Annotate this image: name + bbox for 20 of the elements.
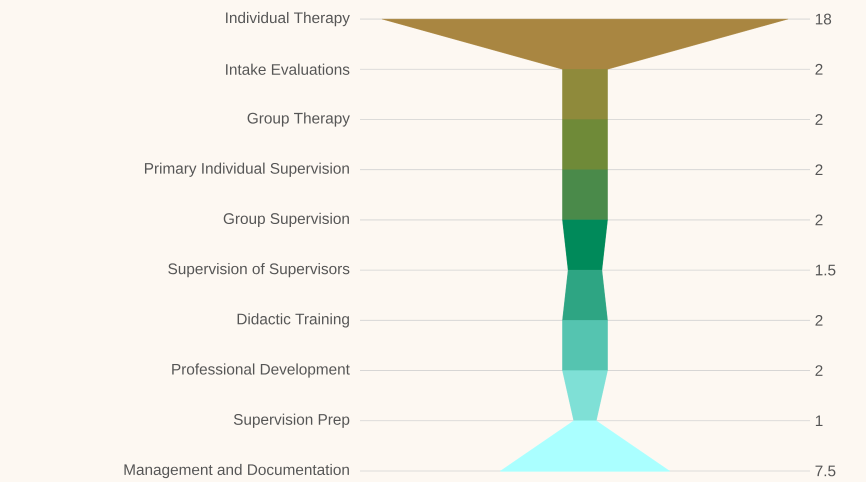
data-label: 1.5 (816, 265, 836, 276)
category-label: Management and Documentation (124, 464, 349, 478)
category-label: Group Supervision (224, 212, 349, 228)
category-label: Group Therapy (248, 112, 350, 127)
category-label: Primary Individual Supervision (144, 162, 349, 178)
data-label: 2 (815, 214, 822, 226)
category-label: Supervision of Supervisors (168, 263, 350, 278)
category-label: Didactic Training (238, 313, 349, 328)
category-label: Individual Therapy (226, 12, 350, 26)
category-label: Professional Development (172, 364, 350, 378)
data-label: 7.5 (816, 466, 836, 477)
data-label: 2 (815, 64, 822, 75)
data-label: 2 (815, 114, 822, 126)
data-label: 18 (816, 14, 832, 25)
data-label: 2 (815, 315, 822, 326)
data-label: 2 (815, 365, 822, 376)
category-label: Supervision Prep (234, 414, 350, 428)
data-label: 1 (816, 416, 822, 426)
category-label: Intake Evaluations (226, 64, 350, 76)
data-label: 2 (815, 164, 822, 176)
